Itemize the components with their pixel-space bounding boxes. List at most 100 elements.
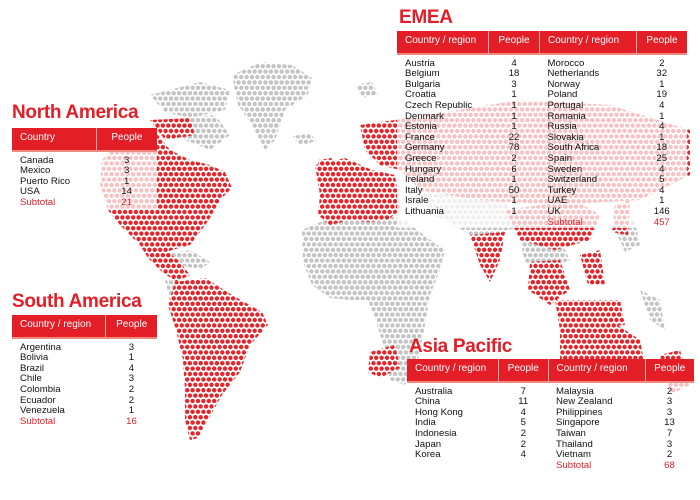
column-header-people: People <box>498 359 548 383</box>
country-cell: China <box>415 396 441 408</box>
asia-pacific-table: Country / region People Country / region… <box>407 359 694 472</box>
country-cell: Switzerland <box>547 174 598 186</box>
country-cell: UK <box>547 205 561 217</box>
country-cell: Venezuela <box>20 405 65 417</box>
table-row: Germany 78 South Africa 18 <box>397 143 687 154</box>
country-cell: Turkey <box>547 184 577 196</box>
people-cell: 1 <box>128 405 135 417</box>
people-cell: 3 <box>511 78 517 90</box>
country-cell: Ecuador <box>20 394 56 406</box>
country-cell: Estonia <box>405 121 437 133</box>
people-cell: 1 <box>511 110 517 122</box>
subtotal-value: 68 <box>664 459 675 471</box>
country-cell: Vietnam <box>556 449 592 461</box>
region-title: North America <box>12 102 139 123</box>
column-header-people: People <box>636 31 687 55</box>
table-row: Belgium 18 Netherlands 32 <box>397 69 687 80</box>
people-cell: 1 <box>511 121 517 133</box>
country-cell: Romania <box>547 110 586 122</box>
country-cell: Indonesia <box>415 427 457 439</box>
country-cell: Chile <box>20 373 42 385</box>
table-row: Brazil 4 <box>12 362 157 375</box>
people-cell: 4 <box>659 163 665 175</box>
people-cell: 32 <box>656 68 668 80</box>
people-cell: 1 <box>511 205 517 217</box>
country-cell: USA <box>20 186 40 198</box>
country-cell: Italy <box>405 184 423 196</box>
people-cell: 11 <box>518 396 529 408</box>
table-row: USA 14 <box>12 187 157 198</box>
people-cell: 1 <box>659 131 665 143</box>
table-row: Israle 1 UAE 1 <box>397 196 687 207</box>
people-cell: 1 <box>511 195 517 207</box>
region-title: South America <box>12 291 142 312</box>
people-cell: 2 <box>128 383 135 395</box>
country-cell: Singapore <box>556 417 600 429</box>
people-cell: 50 <box>508 184 520 196</box>
table-row: Indonesia 2 Taiwan 7 <box>407 427 694 440</box>
country-cell: Hungary <box>405 163 442 175</box>
people-cell: 3 <box>123 165 130 177</box>
people-cell: 4 <box>128 362 135 374</box>
people-cell: 146 <box>653 205 670 217</box>
country-cell: Hong Kong <box>415 406 464 418</box>
country-cell: Morocco <box>547 57 585 69</box>
table-row: Japan 2 Thailand 3 <box>407 438 694 451</box>
country-cell: Belgium <box>405 68 440 80</box>
people-cell: 2 <box>520 438 526 450</box>
country-cell: Canada <box>20 154 54 166</box>
column-header-country: Country / region <box>547 359 645 383</box>
country-cell: New Zealand <box>556 396 613 408</box>
country-cell: France <box>405 131 435 143</box>
people-cell: 7 <box>520 385 526 397</box>
region-north-america: North America Country People Canada 3 Mex… <box>12 103 157 209</box>
country-cell: Colombia <box>20 383 61 395</box>
people-cell: 3 <box>666 396 673 408</box>
table-row: Ecuador 2 <box>12 394 157 407</box>
subtotal-row: Subtotal 21 <box>12 196 157 209</box>
country-cell: Bulgaria <box>405 78 441 90</box>
column-header-country: Country / region <box>12 315 106 339</box>
table-row: France 22 Slovakia 1 <box>397 131 687 144</box>
column-header-country: Country / region <box>407 359 499 383</box>
region-asia-pacific: Asia Pacific Country / region People Cou… <box>407 336 694 472</box>
table-row: Colombia 2 <box>12 383 157 396</box>
country-cell: Russia <box>547 121 577 133</box>
people-cell: 13 <box>664 417 675 429</box>
country-cell: Philippines <box>556 406 603 418</box>
country-cell: Malaysia <box>556 385 594 397</box>
subtotal-row: Subtotal 16 <box>12 415 157 428</box>
region-title: Asia Pacific <box>409 336 513 357</box>
table-row: Ireland 1 Switzerland 5 <box>397 175 687 186</box>
country-cell: Austria <box>405 57 435 69</box>
people-cell: 19 <box>656 89 668 101</box>
table-row: Argentina 3 <box>12 338 157 354</box>
country-cell: Argentina <box>20 341 62 353</box>
subtotal-label: Subtotal <box>20 415 56 427</box>
table-row: India 5 Singapore 13 <box>407 418 694 429</box>
column-header-country: Country / region <box>539 31 637 55</box>
spacer <box>407 461 499 472</box>
column-header-people: People <box>644 359 694 383</box>
country-cell: Netherlands <box>547 68 600 80</box>
people-cell: 5 <box>659 174 665 186</box>
people-cell: 4 <box>520 449 526 461</box>
people-cell: 4 <box>511 57 517 69</box>
country-cell: UAE <box>547 195 568 207</box>
subtotal-label: Subtotal <box>20 196 56 208</box>
south-america-table: Country / region People Argentina 3 Boliv… <box>12 315 157 428</box>
subtotal-label: Subtotal <box>556 459 592 471</box>
people-cell: 1 <box>123 175 130 187</box>
country-cell: Taiwan <box>556 427 586 439</box>
country-cell: Israle <box>405 195 429 207</box>
country-cell: Germany <box>405 142 445 154</box>
people-cell: 3 <box>128 341 135 353</box>
people-cell: 2 <box>666 385 673 397</box>
people-cell: 5 <box>520 417 526 429</box>
people-cell: 2 <box>511 152 517 164</box>
people-cell: 1 <box>659 195 665 207</box>
column-header-people: People <box>105 315 157 339</box>
table-row: Hungary 6 Sweden 4 <box>397 163 687 176</box>
country-cell: Puerto Rico <box>20 175 71 187</box>
people-cell: 14 <box>121 186 132 198</box>
